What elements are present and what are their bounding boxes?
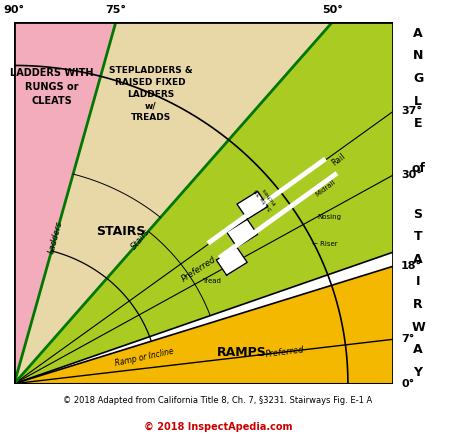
Text: E: E bbox=[414, 117, 422, 130]
Text: © 2018 Adapted from California Title 8, Ch. 7, §3231. Stairways Fig. E-1 A: © 2018 Adapted from California Title 8, … bbox=[64, 396, 373, 405]
Text: STAIRS: STAIRS bbox=[96, 225, 145, 238]
Polygon shape bbox=[14, 266, 393, 384]
Text: STEPLADDERS &
RAISED FIXED
LADDERS
w/
TREADS: STEPLADDERS & RAISED FIXED LADDERS w/ TR… bbox=[109, 66, 192, 123]
Text: R: R bbox=[413, 298, 423, 311]
Text: Y: Y bbox=[414, 366, 422, 379]
Text: 90°: 90° bbox=[4, 5, 25, 15]
Text: I: I bbox=[416, 276, 420, 288]
Text: © 2018 InspectApedia.com: © 2018 InspectApedia.com bbox=[144, 422, 292, 432]
Text: Nosing: Nosing bbox=[318, 214, 342, 220]
Text: 30°: 30° bbox=[401, 170, 422, 180]
Text: A: A bbox=[413, 27, 423, 40]
Text: Ladders: Ladders bbox=[47, 220, 64, 254]
Text: N: N bbox=[413, 49, 423, 63]
Text: A: A bbox=[413, 253, 423, 266]
Polygon shape bbox=[227, 219, 257, 247]
Text: S: S bbox=[414, 208, 422, 220]
Text: 18°: 18° bbox=[401, 261, 422, 271]
Text: W: W bbox=[411, 321, 425, 334]
Text: Stairs: Stairs bbox=[130, 228, 152, 252]
Polygon shape bbox=[14, 252, 393, 384]
Text: G: G bbox=[413, 72, 423, 85]
Text: LADDERS WITH
RUNGS or
CLEATS: LADDERS WITH RUNGS or CLEATS bbox=[10, 68, 94, 106]
Polygon shape bbox=[14, 22, 393, 384]
Polygon shape bbox=[14, 22, 116, 384]
Text: Preferred: Preferred bbox=[180, 255, 218, 284]
Polygon shape bbox=[216, 247, 247, 275]
Text: Midrail: Midrail bbox=[314, 179, 337, 198]
Text: 34 to 38
inches: 34 to 38 inches bbox=[254, 184, 279, 211]
Text: A: A bbox=[413, 343, 423, 356]
Text: RAMPS: RAMPS bbox=[217, 347, 266, 359]
Text: 37°: 37° bbox=[401, 106, 422, 116]
Text: of: of bbox=[411, 162, 425, 176]
Text: 0°: 0° bbox=[401, 379, 414, 389]
Text: Tread: Tread bbox=[202, 277, 221, 284]
Polygon shape bbox=[237, 191, 268, 219]
Text: Rail: Rail bbox=[330, 152, 347, 168]
Text: 50°: 50° bbox=[322, 5, 343, 15]
Text: ← Riser: ← Riser bbox=[312, 241, 337, 247]
Text: T: T bbox=[414, 230, 422, 243]
Polygon shape bbox=[14, 22, 332, 384]
Text: 75°: 75° bbox=[105, 5, 127, 15]
Text: 7°: 7° bbox=[401, 334, 414, 344]
Text: Ramp or Incline: Ramp or Incline bbox=[114, 347, 174, 368]
Text: Preferred: Preferred bbox=[265, 345, 305, 359]
Text: L: L bbox=[414, 95, 422, 108]
